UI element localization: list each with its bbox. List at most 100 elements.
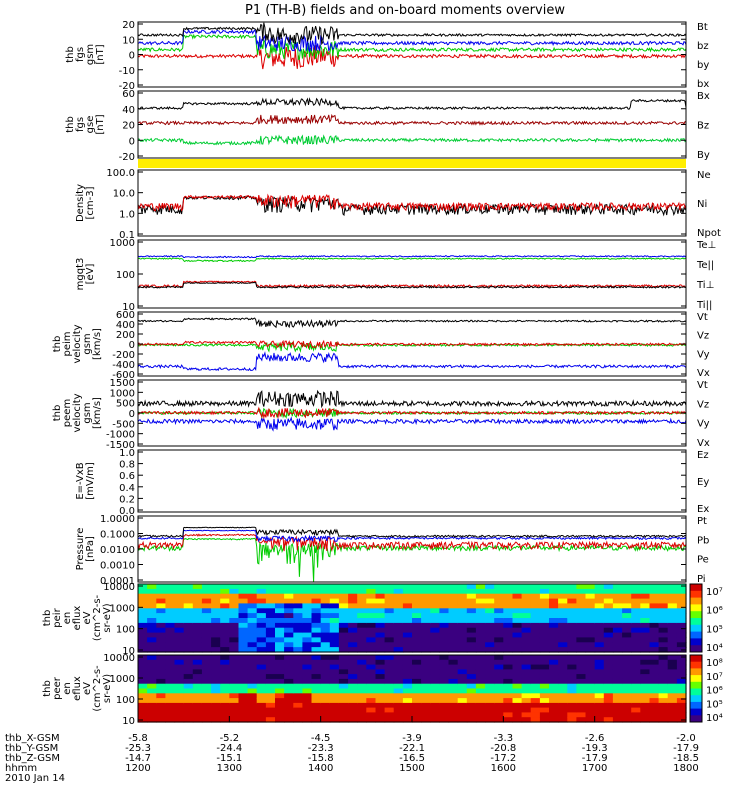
spectrogram-cell: [402, 702, 413, 709]
legend-entry: Pb: [697, 535, 709, 546]
spectrogram-cell: [247, 655, 258, 661]
spectrogram-cell: [457, 608, 468, 614]
spectrogram-cell: [503, 632, 513, 639]
spectrogram-cell: [421, 707, 431, 713]
spectrogram-cell: [265, 683, 276, 690]
spectrogram-cell: [549, 717, 559, 723]
spectrogram-cell: [576, 669, 587, 675]
spectrogram-cell: [530, 613, 541, 619]
spectrogram-cell: [275, 622, 285, 629]
spectrogram-cell: [311, 712, 322, 718]
spectrogram-cell: [676, 702, 687, 709]
colorbar-swatch: [690, 681, 702, 689]
spectrogram-cell: [393, 669, 404, 675]
spectrogram-cell: [594, 603, 605, 609]
spectrogram-cell: [503, 693, 513, 699]
spectrogram-cell: [183, 702, 194, 709]
spectrogram-cell: [421, 712, 431, 718]
spectrogram-cell: [530, 693, 541, 699]
spectrogram-cell: [357, 584, 367, 590]
spectrogram-cell: [238, 588, 249, 595]
spectrogram-cell: [201, 678, 212, 685]
spectrogram-cell: [229, 603, 239, 609]
spectrogram-cell: [439, 688, 450, 694]
spectrogram-cell: [247, 618, 258, 624]
spectrogram-cell: [147, 659, 157, 666]
x-tick-label: 1400: [308, 763, 333, 774]
panel-frame: [137, 239, 687, 309]
spectrogram-cell: [265, 693, 276, 699]
spectrogram-cell: [256, 637, 267, 643]
spectrogram-cell: [649, 702, 660, 709]
spectrogram-cell: [475, 613, 486, 619]
spectrogram-cell: [649, 584, 660, 590]
spectrogram-cell: [320, 655, 331, 661]
series-line-Pi: [137, 529, 687, 543]
spectrogram-cell: [567, 603, 577, 609]
spectrogram-cell: [293, 632, 303, 639]
y-tick-label: 100: [116, 625, 135, 636]
spectrogram-cell: [549, 632, 559, 639]
spectrogram-cell: [631, 678, 641, 685]
spectrogram-cell: [466, 593, 477, 600]
spectrogram-cell: [594, 698, 605, 704]
spectrogram-cell: [229, 618, 239, 624]
spectrogram-cell: [220, 637, 230, 643]
y-axis-label: peir: [52, 607, 63, 627]
spectrogram-cell: [366, 598, 376, 605]
spectrogram-cell: [539, 637, 550, 643]
colorbar-label: 10⁷: [706, 587, 723, 598]
colorbar-swatch: [690, 645, 702, 653]
spectrogram-cell: [375, 683, 386, 690]
spectrogram-cell: [485, 707, 495, 713]
spectrogram-cell: [430, 637, 440, 643]
spectrogram-cell: [649, 683, 660, 690]
spectrogram-cell: [147, 702, 157, 709]
spectrogram-cell: [421, 608, 431, 614]
spectrogram-cell: [393, 659, 404, 666]
spectrogram-cell: [622, 608, 632, 614]
spectrogram-cell: [293, 637, 303, 643]
spectrogram-cell: [412, 627, 422, 634]
spectrogram-cell: [676, 664, 687, 670]
spectrogram-cell: [165, 608, 176, 614]
spectrogram-cell: [631, 618, 641, 624]
spectrogram-cell: [238, 642, 249, 648]
legend-entry: Pi: [697, 574, 706, 585]
spectrogram-cell: [622, 693, 632, 699]
spectrogram-cell: [320, 603, 331, 609]
spectrogram-cell: [138, 664, 148, 670]
spectrogram-cell: [585, 632, 596, 639]
spectrogram-cell: [539, 707, 550, 713]
spectrogram-cell: [156, 627, 166, 634]
spectrogram-cell: [412, 683, 422, 690]
spectrogram-cell: [658, 618, 669, 624]
spectrogram-cell: [256, 598, 267, 605]
spectrogram-cell: [192, 659, 203, 666]
spectrogram-cell: [466, 659, 477, 666]
spectrogram-cell: [658, 712, 669, 718]
spectrogram-cell: [448, 632, 459, 639]
spectrogram-cell: [156, 717, 166, 723]
spectrogram-cell: [183, 642, 194, 648]
spectrogram-cell: [192, 674, 203, 680]
spectrogram-cell: [366, 608, 376, 614]
spectrogram-cell: [640, 693, 650, 699]
spectrogram-cell: [612, 613, 623, 619]
spectrogram-cell: [156, 647, 166, 653]
spectrogram-cell: [247, 688, 258, 694]
spectrogram-cell: [311, 664, 322, 670]
spectrogram-cell: [384, 712, 395, 718]
spectrogram-cell: [338, 603, 349, 609]
spectrogram-cell: [430, 598, 440, 605]
series-line-Te-perp: [137, 280, 687, 289]
spectrogram-cell: [247, 659, 258, 666]
spectrogram-cell: [622, 613, 632, 619]
spectrogram-cell: [494, 632, 504, 639]
y-axis-label: [eV]: [85, 264, 96, 285]
spectrogram-cell: [320, 688, 331, 694]
series-lines: [137, 193, 687, 217]
spectrogram-cell: [649, 664, 660, 670]
series-line-Vt: [137, 317, 687, 329]
